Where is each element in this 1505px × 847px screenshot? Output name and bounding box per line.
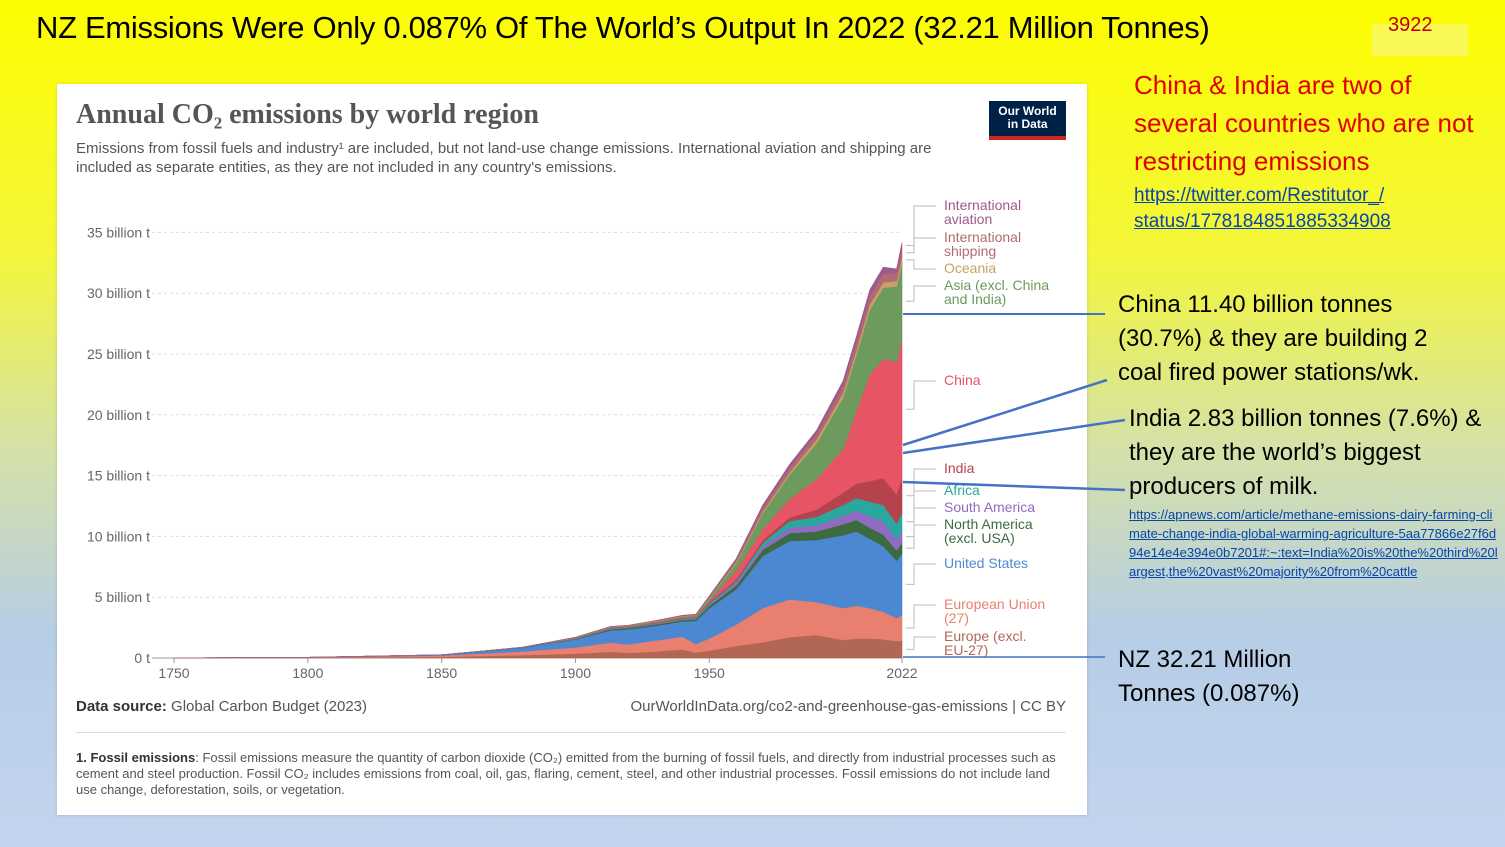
series-label-connector <box>906 259 936 270</box>
chart-card: Annual CO₂ emissions by world region Emi… <box>57 84 1087 815</box>
y-tick-label: 5 billion t <box>95 589 150 605</box>
twitter-link[interactable]: https://twitter.com/Restitutor_/ status/… <box>1134 185 1391 232</box>
slide-title: NZ Emissions Were Only 0.087% Of The Wor… <box>36 10 1210 45</box>
series-label: Oceania <box>944 260 996 276</box>
series-label-connector <box>906 285 936 302</box>
series-label-connector <box>906 490 936 523</box>
chart-subtitle: Emissions from fossil fuels and industry… <box>76 140 932 176</box>
slide-number-highlight <box>1372 24 1468 56</box>
series-label: Asia (excl. China and India) <box>944 277 1049 307</box>
slide-number: 3922 <box>1388 14 1433 36</box>
series-label: India <box>944 460 975 476</box>
y-tick-label: 0 t <box>134 650 150 666</box>
emissions-area-chart: 0 t 5 billion t 10 billion t 15 billion t 20… <box>87 197 1049 681</box>
data-source-value: Global Carbon Budget (2023) <box>171 698 368 715</box>
y-tick-label: 35 billion t <box>87 224 150 240</box>
series-label-connector <box>906 604 936 629</box>
annotation-line <box>902 480 1126 492</box>
india-note: India 2.83 billion tonnes (7.6%) & they … <box>1129 405 1482 500</box>
data-source-label: Data source: <box>76 698 167 715</box>
footnote: 1. Fossil emissions: Fossil emissions me… <box>76 750 1066 798</box>
red-note: China & India are two of several countri… <box>1134 70 1474 176</box>
series-label: South America <box>944 499 1035 515</box>
series-label-connector <box>906 563 936 585</box>
annotation-line <box>902 378 1108 447</box>
series-label: European Union (27) <box>944 596 1045 626</box>
chart-url[interactable]: OurWorldInData.org/co2-and-greenhouse-ga… <box>630 698 1066 715</box>
x-tick-label: 1950 <box>694 665 725 681</box>
series-label: Europe (excl. EU-27) <box>944 628 1026 658</box>
y-tick-label: 30 billion t <box>87 285 150 301</box>
footnote-divider <box>76 732 1066 733</box>
y-tick-label: 25 billion t <box>87 346 150 362</box>
series-label: International shipping <box>944 229 1021 259</box>
footnote-text: : Fossil emissions measure the quantity … <box>76 750 1056 797</box>
china-note: China 11.40 billion tonnes (30.7%) & the… <box>1118 291 1428 386</box>
data-source: Data source: Global Carbon Budget (2023) <box>76 698 367 715</box>
y-tick-label: 10 billion t <box>87 528 150 544</box>
series-label: Africa <box>944 482 980 498</box>
series-label: China <box>944 372 981 388</box>
x-tick-label: 1850 <box>426 665 457 681</box>
series-label: North America (excl. USA) <box>944 516 1033 546</box>
x-tick-label: 1750 <box>158 665 189 681</box>
series-label-connector <box>906 507 936 538</box>
owid-logo[interactable]: Our World in Data <box>989 101 1066 140</box>
apnews-link[interactable]: https://apnews.com/article/methane-emiss… <box>1129 507 1498 579</box>
series-label-connector <box>906 380 936 410</box>
y-tick-label: 20 billion t <box>87 407 150 423</box>
x-tick-label: 2022 <box>886 665 917 681</box>
area-series <box>173 242 903 659</box>
series-label-connector <box>906 205 936 246</box>
x-tick-label: 1800 <box>292 665 323 681</box>
nz-note: NZ 32.21 Million Tonnes (0.087%) <box>1118 646 1300 707</box>
series-label-connector <box>906 636 936 650</box>
x-tick-label: 1900 <box>560 665 591 681</box>
chart-title: Annual CO₂ emissions by world region <box>76 99 539 130</box>
owid-logo-line1: Our World <box>998 104 1057 118</box>
series-label: International aviation <box>944 197 1021 227</box>
series-label: United States <box>944 555 1028 571</box>
annotation-line <box>902 418 1126 455</box>
footnote-label: 1. Fossil emissions <box>76 750 196 765</box>
owid-logo-line2: in Data <box>1007 117 1048 131</box>
y-tick-label: 15 billion t <box>87 468 150 484</box>
